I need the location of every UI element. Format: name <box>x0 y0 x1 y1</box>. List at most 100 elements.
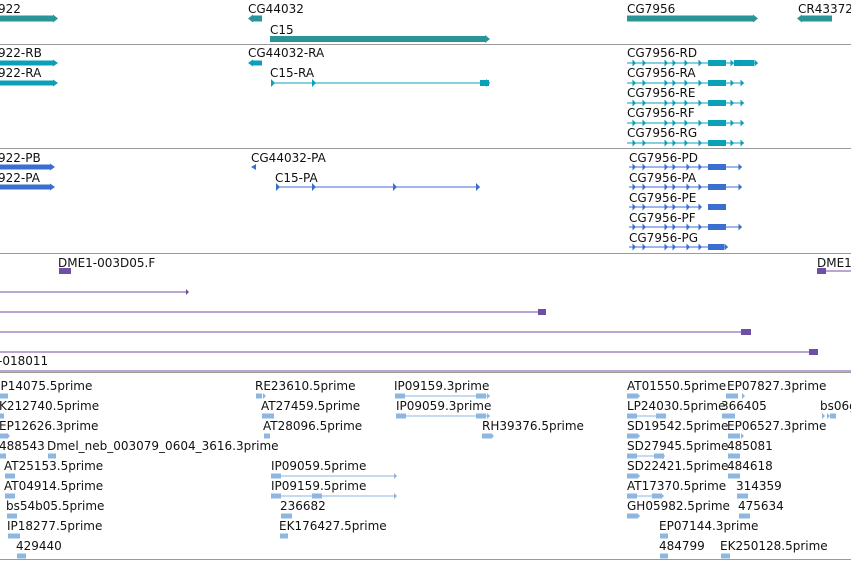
clones-label[interactable]: -018011 <box>0 354 49 368</box>
ests-label[interactable]: IP09059.5prime <box>271 459 367 473</box>
protein-label[interactable]: C15-PA <box>275 171 318 185</box>
est-SD22421-exon[interactable] <box>627 473 637 479</box>
transcript-CG7956-2-exon[interactable] <box>664 99 669 107</box>
ests-label[interactable]: SD27945.5prime <box>627 439 729 453</box>
est-IP09159-3-arrow[interactable] <box>487 393 490 399</box>
protein-C15-PA-exon[interactable] <box>476 183 480 191</box>
protein-922-PB-glyph-arrow[interactable] <box>50 163 55 171</box>
est-GH05982-arrow[interactable] <box>637 513 640 519</box>
est-EK176427[interactable] <box>280 533 288 539</box>
ests-label[interactable]: bs54b05.5prime <box>6 499 105 513</box>
est-SD22421-arrow[interactable] <box>637 473 640 479</box>
gene-CG7956-glyph-arrow[interactable] <box>753 14 758 23</box>
transcript-CG7956-2-exon[interactable] <box>632 99 637 107</box>
protein-CG7956-0-exon[interactable] <box>698 163 703 171</box>
transcript-CG7956-4-exon[interactable] <box>664 139 669 147</box>
protein-CG7956-2-exon[interactable] <box>642 203 647 211</box>
ests-label[interactable]: EK250128.5prime <box>720 539 828 553</box>
transcript-CG7956-2-exon[interactable] <box>672 99 677 107</box>
est-429440[interactable] <box>17 553 26 559</box>
est-IP09059-3-exon[interactable] <box>396 413 406 419</box>
gene-CG7956-glyph[interactable] <box>627 15 754 22</box>
est-366405[interactable] <box>722 413 735 419</box>
transcript-922-RB-glyph[interactable] <box>0 60 54 66</box>
est-arr[interactable] <box>491 433 494 439</box>
transcript-CG7956-0-exon[interactable] <box>708 60 726 66</box>
est-SD19542-arrow[interactable] <box>637 433 640 439</box>
est-RE23610[interactable] <box>256 393 262 399</box>
transcript-C15-RA-end[interactable] <box>486 79 490 87</box>
transcript-CG7956-1-exon[interactable] <box>684 79 689 87</box>
ests-label[interactable]: 485081 <box>727 439 773 453</box>
gene-CR43372-glyph-arrow[interactable] <box>797 14 802 23</box>
ests-label[interactable]: EP07144.3prime <box>659 519 759 533</box>
est-LP24030-exon[interactable] <box>627 413 637 419</box>
transcript-label[interactable]: CG7956-RF <box>627 106 695 120</box>
protein-CG7956-1-exon[interactable] <box>664 183 669 191</box>
ests-label[interactable]: IP14075.5prime <box>0 379 93 393</box>
est-AT25153[interactable] <box>5 473 15 479</box>
ests-label[interactable]: EK176427.5prime <box>279 519 387 533</box>
protein-CG7956-1-exon[interactable] <box>698 183 703 191</box>
est-bs06g[interactable] <box>827 413 830 419</box>
transcript-CG7956-0-exon[interactable] <box>754 59 759 67</box>
protein-CG7956-4-exon[interactable] <box>632 243 637 251</box>
protein-CG7956-2-exon[interactable] <box>698 203 703 211</box>
protein-CG7956-4-exon[interactable] <box>672 243 677 251</box>
protein-CG7956-0-exon[interactable] <box>664 163 669 171</box>
est-IP09159-5-arrow[interactable] <box>394 493 397 499</box>
est-IP09059-5-arrow[interactable] <box>394 473 397 479</box>
transcript-922-RA-glyph[interactable] <box>0 80 54 86</box>
clones-label[interactable]: DME1 <box>817 256 851 270</box>
transcript-CG7956-3-exon[interactable] <box>642 119 647 127</box>
transcript-CG7956-0-exon[interactable] <box>698 59 703 67</box>
transcript-CG7956-2-exon[interactable] <box>740 99 745 107</box>
gene-label[interactable]: CR43372 <box>798 2 851 16</box>
transcript-label[interactable]: CG7956-RA <box>627 66 696 80</box>
protein-label[interactable]: 922-PA <box>0 171 40 185</box>
est-AT17370-arrow[interactable] <box>661 493 664 499</box>
est-IP09159-5-exon[interactable] <box>312 493 322 499</box>
transcript-CG7956-3-exon[interactable] <box>698 119 703 127</box>
ests-label[interactable]: EP12626.3prime <box>0 419 99 433</box>
est-EP07144[interactable] <box>660 533 668 539</box>
clone-DME1-003D05-F-glyph[interactable] <box>59 268 71 274</box>
protein-CG7956-1-exon[interactable] <box>672 183 677 191</box>
transcript-CG7956-2-exon[interactable] <box>730 99 735 107</box>
transcript-CG7956-3-exon[interactable] <box>632 119 637 127</box>
protein-label[interactable]: CG7956-PA <box>629 171 697 185</box>
protein-C15-PA-exon[interactable] <box>312 183 316 191</box>
transcript-CG7956-3-exon[interactable] <box>672 119 677 127</box>
transcript-CG7956-3-exon[interactable] <box>740 119 745 127</box>
protein-CG7956-2-exon[interactable] <box>686 203 691 211</box>
protein-CG7956-3-exon[interactable] <box>632 223 637 231</box>
est-arr[interactable] <box>741 433 744 439</box>
transcript-label[interactable]: CG7956-RE <box>627 86 696 100</box>
ests-label[interactable]: 488543 <box>0 439 45 453</box>
est-EP12626[interactable] <box>0 433 8 439</box>
transcript-CG7956-0-exon[interactable] <box>632 59 637 67</box>
gene-CR43372-glyph[interactable] <box>801 15 832 22</box>
clones-label[interactable]: DME1-003D05.F <box>58 256 156 270</box>
protein-CG7956-3-exon[interactable] <box>738 223 743 231</box>
transcript-label[interactable]: 922-RB <box>0 46 42 60</box>
protein-label[interactable]: CG44032-PA <box>251 151 326 165</box>
est-Dmel-neb[interactable] <box>48 453 56 459</box>
est-485081[interactable] <box>728 453 740 459</box>
protein-CG7956-4-exon[interactable] <box>698 243 703 251</box>
protein-label[interactable]: CG7956-PF <box>629 211 696 225</box>
ests-label[interactable]: 484799 <box>659 539 705 553</box>
clone-line-1-arrow[interactable] <box>186 289 189 295</box>
transcript-label[interactable]: C15-RA <box>270 66 315 80</box>
transcript-CG7956-3-exon[interactable] <box>730 119 735 127</box>
ests-label[interactable]: K212740.5prime <box>0 399 100 413</box>
gene-label[interactable]: CG44032 <box>248 2 304 16</box>
est-AT01550-arrow[interactable] <box>637 393 640 399</box>
transcript-C15-RA-exon[interactable] <box>271 79 275 87</box>
est-arr[interactable] <box>7 433 10 439</box>
transcript-label[interactable]: CG7956-RD <box>627 46 698 60</box>
ests-label[interactable]: 484618 <box>727 459 773 473</box>
transcript-label[interactable]: CG7956-RG <box>627 126 698 140</box>
ests-label[interactable]: EP07827.3prime <box>727 379 827 393</box>
protein-CG7956-3-exon[interactable] <box>708 224 726 230</box>
